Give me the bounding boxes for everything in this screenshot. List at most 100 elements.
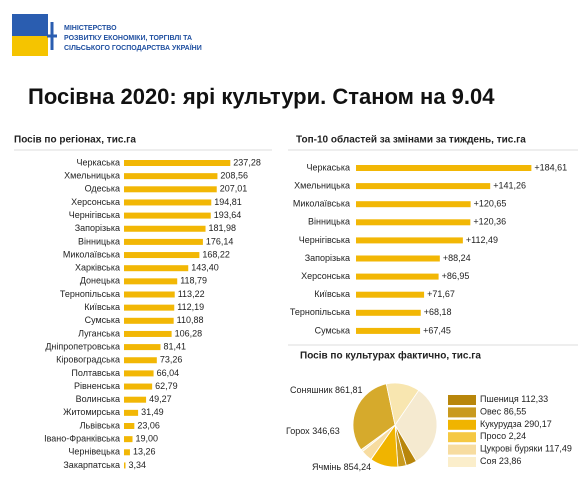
slice-value: 2,24	[509, 432, 527, 442]
value-label: 13,26	[133, 447, 156, 457]
category-label: Хмельницька	[294, 180, 350, 190]
bar	[124, 409, 139, 416]
bar	[124, 291, 175, 298]
value-label: +112,49	[466, 235, 498, 245]
chart-title: Посів по культурах фактично, тис.га	[300, 350, 481, 362]
bar	[124, 396, 147, 403]
value-label: +86,95	[442, 271, 470, 281]
category-label: Вінницька	[308, 217, 350, 227]
bar	[356, 273, 439, 280]
pie-slice	[385, 382, 420, 426]
value-label: 73,26	[160, 355, 183, 365]
category-label: Чернігівська	[69, 210, 120, 220]
category-label: Рівненська	[74, 381, 120, 391]
slice-label: Просо 2,24	[480, 432, 526, 442]
value-label: +120,36	[473, 217, 506, 227]
slice-label: Кукурудза 290,17	[480, 419, 552, 429]
legend-swatch	[448, 432, 476, 443]
value-label: +68,18	[424, 307, 452, 317]
bar	[356, 201, 471, 208]
value-label: 81,41	[163, 341, 186, 351]
slice-name: Соя	[480, 456, 497, 466]
bar	[124, 357, 157, 364]
category-label: Сумська	[85, 315, 120, 325]
slice-value: 117,49	[545, 444, 572, 454]
bar	[124, 304, 175, 311]
ministry-line: СІЛЬСЬКОГО ГОСПОДАРСТВА УКРАЇНИ	[64, 44, 202, 52]
value-label: +88,24	[443, 253, 471, 263]
chart-title: Посів по регіонах, тис.га	[14, 135, 136, 146]
pie-slice	[394, 389, 438, 462]
slice-label: Соя 23,86	[480, 456, 521, 466]
bar	[356, 183, 491, 190]
bar	[124, 173, 218, 180]
value-label: +184,61	[534, 162, 567, 172]
bar	[124, 383, 153, 390]
category-label: Черкаська	[77, 157, 120, 167]
bar	[124, 330, 172, 337]
category-label: Хмельницька	[64, 171, 120, 181]
bar	[124, 252, 200, 259]
bar	[356, 237, 463, 244]
slice-name: Просо	[480, 432, 506, 442]
page-title: Посівна 2020: ярі культури. Станом на 9.…	[28, 84, 495, 109]
value-label: 66,04	[157, 368, 180, 378]
legend-swatch	[448, 444, 476, 455]
bar	[124, 186, 217, 193]
slice-name: Цукрові буряки	[480, 444, 543, 454]
value-label: 193,64	[214, 210, 242, 220]
category-label: Черкаська	[307, 162, 350, 172]
value-label: 168,22	[202, 249, 230, 259]
slice-label: Ячмінь 854,24	[312, 462, 371, 472]
value-label: 112,19	[177, 302, 204, 312]
ministry-line: РОЗВИТКУ ЕКОНОМІКИ, ТОРГІВЛІ ТА	[64, 35, 192, 42]
category-label: Харківська	[75, 263, 120, 273]
slice-name: Ячмінь	[312, 462, 341, 472]
slice-value: 346,63	[312, 426, 340, 436]
category-label: Одеська	[85, 184, 120, 194]
bar	[356, 327, 421, 334]
category-label: Херсонська	[71, 197, 120, 207]
value-label: 118,79	[180, 276, 207, 286]
category-label: Луганська	[78, 328, 120, 338]
value-label: 49,27	[149, 394, 172, 404]
category-label: Сумська	[315, 325, 350, 335]
slice-value: 23,86	[499, 456, 522, 466]
slice-value: 112,33	[521, 394, 548, 404]
slice-label: Пшениця 112,33	[480, 394, 548, 404]
bar	[356, 255, 440, 262]
slice-name: Кукурудза	[480, 419, 522, 429]
bar	[124, 436, 133, 443]
legend-swatch	[448, 395, 476, 405]
category-label: Миколаївська	[63, 249, 120, 259]
value-label: 23,06	[137, 420, 160, 430]
value-label: 143,40	[191, 263, 219, 273]
slice-name: Пшениця	[480, 394, 519, 404]
bar	[124, 449, 130, 456]
slice-value: 854,24	[344, 462, 372, 472]
slice-label: Горох 346,63	[286, 426, 340, 436]
category-label: Львівська	[80, 420, 120, 430]
category-label: Вінницька	[78, 236, 120, 246]
legend-swatch	[448, 407, 476, 418]
category-label: Тернопільська	[60, 289, 120, 299]
category-label: Івано-Франківська	[44, 434, 120, 444]
category-label: Київська	[314, 289, 350, 299]
value-label: 237,28	[233, 157, 261, 167]
legend-swatch	[448, 419, 476, 430]
category-label: Миколаївська	[293, 199, 350, 209]
slice-value: 290,17	[524, 419, 552, 429]
value-label: 208,56	[220, 171, 248, 181]
slice-label: Цукрові буряки 117,49	[480, 444, 572, 454]
category-label: Закарпатська	[63, 460, 120, 470]
bar	[124, 199, 212, 206]
bar	[356, 219, 471, 226]
bar	[124, 238, 203, 245]
bar	[124, 344, 161, 351]
bar	[124, 160, 231, 166]
category-label: Запорізька	[305, 253, 350, 263]
value-label: +71,67	[427, 289, 455, 299]
slice-value: 861,81	[335, 385, 363, 395]
pie-slice	[352, 383, 396, 451]
category-label: Київська	[84, 302, 120, 312]
